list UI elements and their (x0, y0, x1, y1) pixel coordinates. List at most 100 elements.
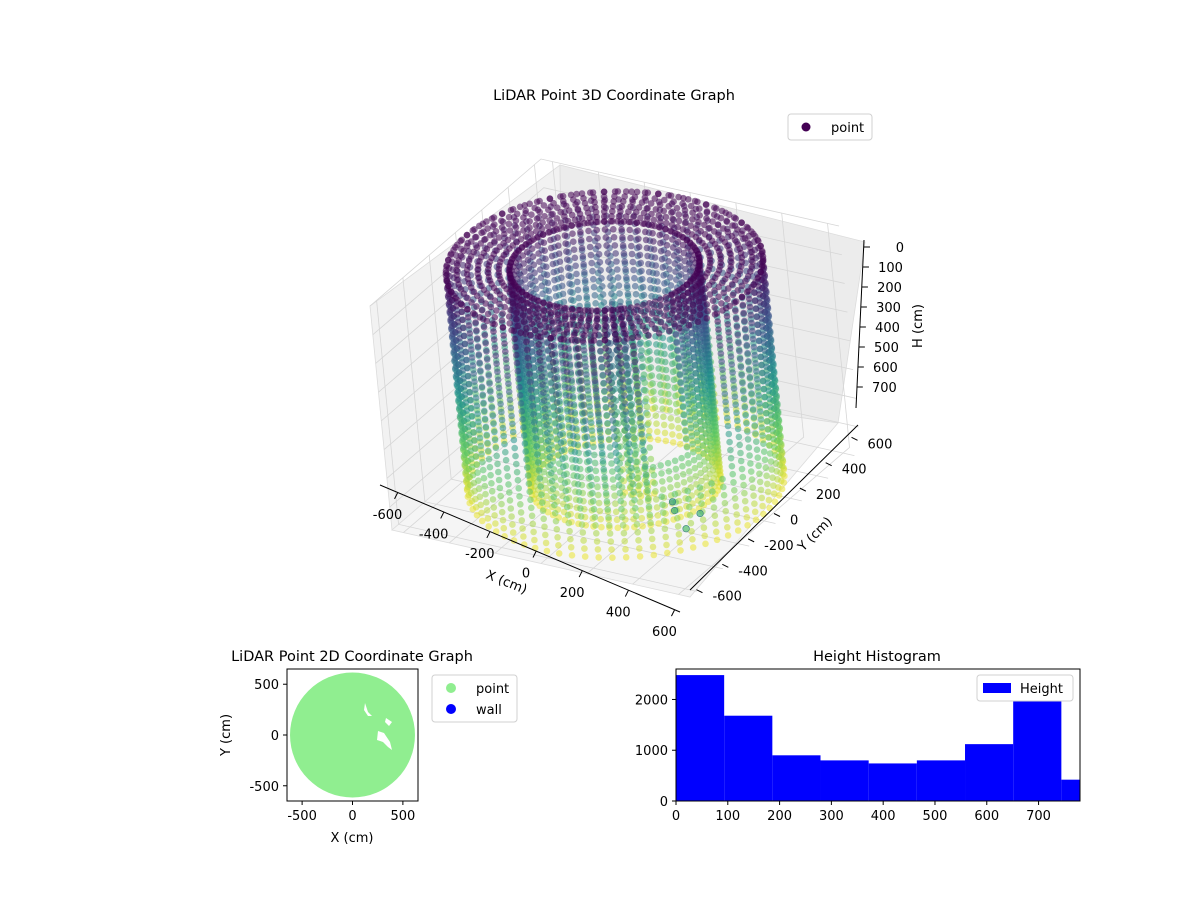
point-marker (522, 207, 529, 215)
point-marker (581, 355, 589, 362)
point-marker (717, 350, 725, 357)
point-marker (622, 408, 630, 416)
point-marker (709, 218, 716, 225)
point-marker (721, 390, 729, 398)
point-marker (647, 455, 655, 463)
point-marker (657, 389, 665, 397)
point-marker (493, 452, 501, 460)
point-marker (478, 509, 485, 517)
3d-point-cloud (442, 188, 788, 561)
z-tick-label: 400 (875, 321, 900, 336)
point-marker (619, 376, 626, 383)
point-marker (464, 372, 472, 380)
point-marker (742, 506, 750, 513)
point-marker (538, 282, 546, 290)
point-marker (665, 398, 673, 406)
point-marker (722, 507, 729, 515)
point-marker (669, 431, 676, 438)
point-marker (713, 536, 721, 544)
point-marker (525, 480, 533, 488)
point-marker (686, 476, 694, 483)
point-marker (697, 426, 705, 433)
point-marker (627, 456, 634, 464)
point-marker (691, 464, 699, 472)
point-marker (632, 512, 640, 520)
point-marker (676, 539, 683, 546)
point-marker (488, 480, 495, 487)
point-marker (733, 409, 740, 417)
point-marker (487, 303, 495, 311)
point-marker (537, 274, 545, 282)
point-marker (618, 505, 625, 513)
point-marker (746, 374, 754, 381)
point-marker (609, 554, 616, 561)
point-marker (681, 360, 688, 368)
point-marker (492, 444, 500, 452)
point-marker (757, 416, 765, 423)
point-marker (730, 385, 738, 392)
point-marker (697, 469, 704, 477)
point-marker (498, 500, 505, 508)
histogram-x-tick-label: 0 (672, 809, 680, 824)
gridline-x (632, 213, 805, 585)
point-marker (738, 293, 746, 301)
point-marker (501, 440, 508, 448)
point-marker (573, 190, 580, 198)
point-marker (592, 300, 599, 307)
point-marker (759, 432, 766, 439)
point-marker (670, 198, 677, 205)
point-marker (747, 468, 755, 475)
point-marker (754, 321, 761, 329)
point-marker (536, 266, 544, 274)
point-marker (630, 350, 638, 358)
point-marker (537, 436, 545, 444)
point-marker (732, 401, 739, 409)
point-marker (682, 376, 690, 384)
point-marker (660, 509, 667, 516)
point-marker (759, 377, 767, 385)
point-marker (476, 222, 483, 230)
point-marker (658, 470, 665, 477)
histogram-x-tick-label: 600 (974, 809, 999, 824)
point-marker (621, 400, 629, 407)
point-marker (657, 302, 665, 309)
point-marker (528, 512, 536, 520)
point-marker (744, 522, 751, 529)
point-marker (613, 457, 621, 465)
point-marker (740, 395, 748, 403)
point-marker (469, 362, 477, 369)
histogram-bar (868, 763, 917, 801)
point-marker (552, 391, 560, 398)
point-marker (473, 335, 481, 342)
point-marker (541, 523, 548, 531)
point-marker (634, 333, 642, 341)
point-marker (528, 211, 535, 218)
point-marker (641, 463, 649, 470)
point-marker (657, 239, 664, 247)
point-marker (595, 499, 603, 507)
point-marker (610, 226, 617, 233)
point-marker (542, 539, 550, 547)
point-marker (499, 324, 507, 331)
point-marker (643, 479, 650, 486)
point-marker (589, 435, 597, 443)
point-marker (581, 277, 589, 284)
point-marker (538, 491, 545, 499)
point-marker (754, 384, 762, 391)
point-marker (726, 438, 733, 446)
point-marker (517, 501, 524, 508)
point-marker (535, 250, 542, 257)
point-marker (536, 420, 543, 428)
point-marker (563, 368, 571, 376)
histogram-y-tick-label: 2000 (635, 693, 668, 708)
point-marker (694, 198, 701, 206)
point-marker (671, 490, 679, 498)
point-marker (482, 340, 490, 347)
point-marker (621, 537, 628, 545)
point-marker (666, 266, 673, 273)
point-marker (535, 341, 542, 348)
point-marker (686, 408, 693, 416)
2d-x-axis-label: X (cm) (331, 831, 374, 846)
point-marker (628, 250, 636, 258)
point-marker (688, 314, 696, 322)
